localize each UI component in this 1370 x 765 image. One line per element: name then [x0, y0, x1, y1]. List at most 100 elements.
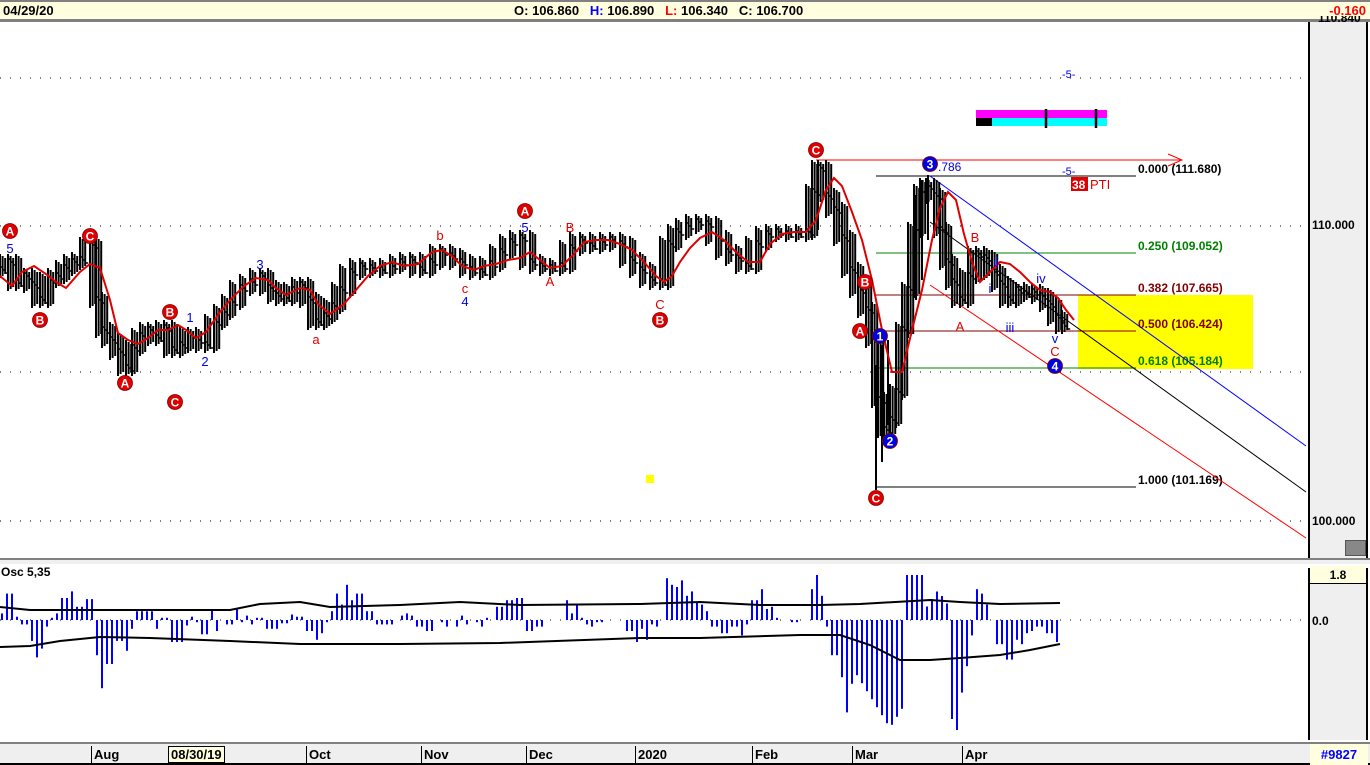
wave-label: 3: [256, 257, 263, 272]
time-axis[interactable]: Aug 08/30/19 Oct Nov Dec 2020 Feb Mar Ap…: [0, 742, 1370, 765]
wave-label: A: [956, 319, 965, 334]
x-label-2020: 2020: [635, 746, 667, 763]
wave-label: 4: [1052, 360, 1059, 374]
wave-label: c: [462, 281, 469, 296]
price-axis-label-100: 100.000: [1312, 514, 1356, 528]
wave-label-marker: [162, 304, 178, 320]
x-cursor-date: 08/30/19: [168, 746, 225, 763]
wave-label: C: [655, 297, 664, 312]
close-value: 106.700: [756, 3, 804, 18]
wave-label: C: [1050, 344, 1059, 359]
open-label: O:: [514, 3, 529, 18]
wave-label: A: [6, 225, 15, 239]
wave-label-marker: [32, 312, 48, 328]
oscillator-zero-label: 0.0: [1312, 614, 1329, 628]
wave-label: b: [436, 228, 443, 243]
wave-label: C: [86, 230, 95, 244]
wave-label: A: [546, 274, 555, 289]
price-axis[interactable]: [1308, 22, 1368, 558]
time-band-cyan: [976, 118, 1107, 126]
time-band-black: [976, 118, 992, 126]
pti-label: PTI: [1090, 177, 1110, 192]
wave-label: A: [856, 325, 865, 339]
wave5-target-label: -5-: [1062, 166, 1076, 178]
wave-label-marker: [808, 142, 824, 158]
wave-label: 1: [186, 310, 193, 325]
ohlc-values: O: 106.860 H: 106.890 L: 106.340 C: 106.…: [514, 3, 803, 18]
wave-label: 1: [877, 330, 884, 344]
trendline-red: [929, 284, 1307, 539]
wave-label: B: [656, 314, 665, 328]
wave-label-marker: [2, 223, 18, 239]
wave-label-marker: [117, 375, 133, 391]
wave-label-marker: [882, 433, 898, 449]
high-value: 106.890: [607, 3, 655, 18]
x-label-aug: Aug: [91, 746, 119, 763]
wave-label-marker: [922, 156, 938, 172]
wave3-ratio-label: .786: [938, 160, 962, 174]
yellow-marker: [646, 475, 654, 483]
low-value: 106.340: [681, 3, 729, 18]
high-label: H:: [589, 3, 604, 18]
scales-icon[interactable]: [1345, 540, 1366, 556]
arrow-head-icon: [1167, 153, 1184, 167]
oscillator-title: Osc 5,35: [1, 565, 51, 579]
x-label-dec: Dec: [526, 746, 553, 763]
fib-label: 1.000 (101.169): [1138, 473, 1223, 487]
pane-splitter[interactable]: [0, 558, 1370, 564]
oscillator-lower-band: [0, 634, 1061, 661]
wave-label-marker: [517, 203, 533, 219]
wave-label: C: [872, 492, 881, 506]
oscillator-upper-band: [0, 598, 1061, 611]
wave-label: A: [521, 205, 530, 219]
time-band-magenta: [976, 110, 1107, 118]
x-label-feb: Feb: [752, 746, 778, 763]
wave-label: i: [989, 281, 992, 296]
wave-label: B: [166, 306, 175, 320]
wave-label-marker: [652, 312, 668, 328]
pti-value: 38: [1072, 178, 1086, 192]
open-value: 106.860: [532, 3, 580, 18]
wave-label: iii: [1006, 320, 1015, 335]
x-label-mar: Mar: [852, 746, 878, 763]
wave-label: B: [36, 314, 45, 328]
wave-label: 5: [521, 220, 528, 235]
wave-label: 2: [887, 435, 894, 449]
wave-label-marker: [82, 228, 98, 244]
fib-label: 0.000 (111.680): [1138, 162, 1221, 176]
x-label-nov: Nov: [421, 746, 449, 763]
oscillator-axis[interactable]: [1308, 568, 1368, 740]
symbol-id: #9827: [1310, 744, 1368, 765]
wave-label-marker: [852, 323, 868, 339]
fib-label: 0.500 (106.424): [1138, 317, 1223, 331]
price-axis-top-label: 110.840: [1318, 16, 1361, 25]
wave-label: v: [1052, 331, 1059, 346]
wave-label: A: [121, 377, 130, 391]
trendline-blue: [929, 175, 1307, 447]
wave-label: iv: [1036, 271, 1046, 286]
wave-label: B: [971, 230, 980, 245]
close-label: C:: [738, 3, 753, 18]
wave-label: B: [566, 220, 575, 235]
net-change: -0.160: [1329, 3, 1366, 18]
x-label-oct: Oct: [306, 746, 331, 763]
target-zone: [1078, 295, 1253, 369]
ohlc-info-bar: 04/29/20 O: 106.860 H: 106.890 L: 106.34…: [0, 0, 1370, 22]
wave-label-marker: [868, 490, 884, 506]
x-label-apr: Apr: [962, 746, 987, 763]
fib-label: 0.250 (109.052): [1138, 239, 1223, 253]
wave-label: 3: [927, 158, 934, 172]
wave-label-marker: [167, 394, 183, 410]
fib-label: 0.618 (105.184): [1138, 354, 1223, 368]
wave-label: C: [171, 396, 180, 410]
wave-label-marker: [1047, 358, 1063, 374]
wave5-target-label: -5-: [1062, 69, 1076, 81]
wave-label-marker: [872, 328, 888, 344]
chart-canvas[interactable]: 0.000 (111.680) 0.250 (109.052) 0.382 (107…: [0, 0, 1308, 742]
wave-label: a: [312, 332, 320, 347]
wave-label: C: [812, 144, 821, 158]
fib-label: 0.382 (107.665): [1138, 281, 1223, 295]
wave-label-marker: [857, 274, 873, 290]
pti-badge: [1071, 177, 1088, 191]
wave-label: B: [861, 276, 870, 290]
